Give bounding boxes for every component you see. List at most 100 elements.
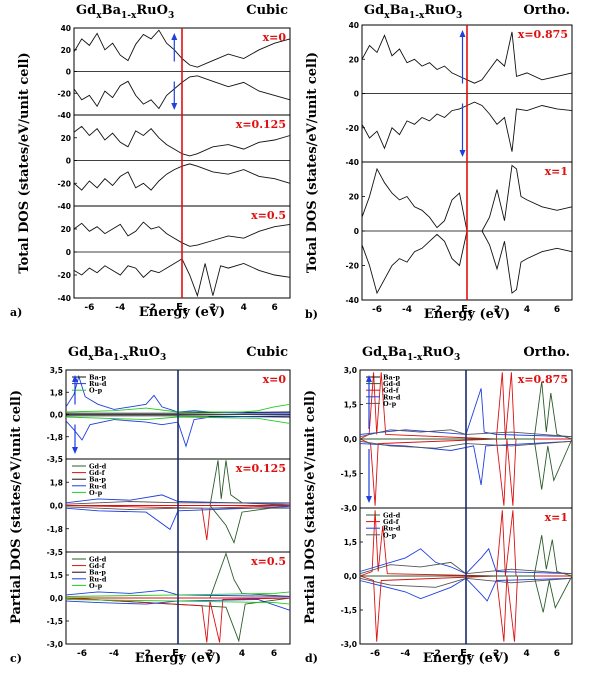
y-tick-label: -3,5 xyxy=(47,548,63,557)
y-tick-label: -1,5 xyxy=(341,470,357,479)
dos-curve-gd-f-down xyxy=(65,597,291,643)
dos-curve-o-p-down xyxy=(65,599,291,605)
y-tick-label: -3,0 xyxy=(47,640,63,649)
spin-down-arrow-icon xyxy=(459,150,466,157)
title-subscript: 3 xyxy=(168,11,174,21)
y-tick-label: -3,0 xyxy=(341,640,357,649)
title-part: Ba xyxy=(102,3,122,18)
legend-label: O-p xyxy=(383,531,397,539)
y-tick-label: -40 xyxy=(345,296,359,305)
subpanel-3: 1,5 0,0 -1,5 -3,0 x=0.5 Gd-dGd-fBa-pRu-dO-p xyxy=(47,551,291,649)
spin-down-arrow-icon xyxy=(171,103,178,110)
panel-letter: d) xyxy=(305,652,318,665)
title-subscript: 3 xyxy=(454,353,460,363)
y-tick-label: -40 xyxy=(345,158,359,167)
legend-label: Ru-d xyxy=(89,482,107,490)
dos-curve-gd-d-down xyxy=(360,438,573,490)
legend-label: O-p xyxy=(89,387,103,395)
legend-label: Ba-p xyxy=(89,569,106,577)
legend-label: O-p xyxy=(89,582,103,590)
title-subscript: x xyxy=(384,11,390,21)
tick-subscript: F xyxy=(468,309,473,317)
tick-part: E xyxy=(460,648,467,659)
composition-label: x=1 xyxy=(545,165,568,178)
dos-curve-total-dos-up xyxy=(73,221,291,247)
dos-curve-gd-d-up xyxy=(66,460,291,506)
legend-label: Gd-d xyxy=(89,556,107,564)
phase-label: Cubic xyxy=(246,3,288,18)
title-part: Gd xyxy=(364,3,384,18)
x-tick-label: -2 xyxy=(141,649,151,659)
y-axis-label: Partial DOS (states/eV/unit cell) xyxy=(303,390,318,624)
legend-label: Gd-f xyxy=(383,387,400,395)
y-tick-label: 0,0 xyxy=(50,502,63,511)
x-tick-label: 6 xyxy=(554,649,560,659)
dos-curve-total-dos-down xyxy=(73,163,291,191)
title-subscript: x xyxy=(382,353,388,363)
composition-label: x=1 xyxy=(545,511,568,524)
legend-label: Gd-d xyxy=(383,380,401,388)
chart-panel-3: GdxBa1-xRuO3 Cubic c) Partial DOS (states/e… xyxy=(9,345,291,666)
chart-panel-2: GdxBa1-xRuO3 Ortho. b) Total DOS (states/eV… xyxy=(305,3,573,322)
y-tick-label: 20 xyxy=(349,193,359,202)
dos-curve-ru-d-up xyxy=(65,374,290,414)
composition-label: x=0 xyxy=(263,31,287,44)
dos-curve-total-dos-up xyxy=(73,125,291,157)
y-tick-label: -40 xyxy=(57,202,71,211)
x-tick-label: 2 xyxy=(493,649,499,659)
title-part: Ba xyxy=(388,345,408,360)
legend-label: Ru-d xyxy=(383,393,401,401)
dos-curve-total-dos-down xyxy=(73,258,291,298)
y-tick-label: -20 xyxy=(57,271,71,280)
composition-label: x=0.875 xyxy=(518,373,568,386)
legend-label: Ru-d xyxy=(89,575,107,583)
dos-curve-total-dos-up xyxy=(361,31,573,84)
tick-subscript: F xyxy=(183,307,188,315)
tick-part: E xyxy=(172,648,179,659)
panel-letter: a) xyxy=(10,306,22,319)
x-tick-label: 4 xyxy=(524,305,530,315)
x-tick-label: -4 xyxy=(400,649,410,659)
y-tick-label: -1,8 xyxy=(47,525,63,534)
title-subscript: 3 xyxy=(160,353,166,363)
dos-curve-ru-d-down xyxy=(359,440,573,486)
phase-label: Ortho. xyxy=(523,345,570,360)
y-tick-label: 0,0 xyxy=(50,411,63,420)
y-tick-label: 1,8 xyxy=(50,388,63,397)
dos-curve-o-p-down xyxy=(65,506,290,510)
title-subscript: 1-x xyxy=(407,353,423,363)
dos-curve-ru-d-up xyxy=(359,388,573,438)
dos-curve-gd-d-down xyxy=(360,575,573,613)
composition-label: x=0.5 xyxy=(251,555,286,568)
y-tick-label: -20 xyxy=(345,124,359,133)
subpanel-2: 1,8 0,0 -1,8 -3,5 x=0.125 Gd-dGd-fBa-pRu-dO-p xyxy=(47,458,291,557)
dos-curve-o-p-down xyxy=(359,577,573,588)
x-tick-label: 2 xyxy=(210,303,216,313)
tick-part: E xyxy=(461,304,468,315)
subpanel-2: 1,5 0,0 -1,5 -3,0 x=1 Gd-dGd-fRu-dO-p xyxy=(341,507,573,649)
y-tick-label: -1,8 xyxy=(47,433,63,442)
x-tick-label: -2 xyxy=(431,649,441,659)
title-subscript: 3 xyxy=(456,11,462,21)
title-subscript: x xyxy=(96,11,102,21)
title-part: RuO xyxy=(422,345,454,360)
y-tick-label: -20 xyxy=(57,179,71,188)
legend-label: O-p xyxy=(89,489,103,497)
y-tick-label: 0 xyxy=(66,68,71,77)
y-tick-label: -40 xyxy=(57,294,71,303)
x-tick-label: -4 xyxy=(402,305,412,315)
x-tick-label: -4 xyxy=(109,649,119,659)
legend-label: Gd-f xyxy=(383,518,400,526)
title-subscript: x xyxy=(88,353,94,363)
x-tick-label: -6 xyxy=(84,303,94,313)
dos-curve-o-p-up xyxy=(65,403,291,413)
y-tick-label: -1,5 xyxy=(47,617,63,626)
dos-curve-ru-d-up xyxy=(65,589,291,597)
y-tick-label: -20 xyxy=(345,262,359,271)
title-subscript: 1-x xyxy=(113,353,129,363)
dos-curve-total-dos-down xyxy=(361,230,573,295)
x-tick-label: 4 xyxy=(239,649,245,659)
phase-label: Cubic xyxy=(246,345,288,360)
legend-label: Gd-f xyxy=(89,469,106,477)
